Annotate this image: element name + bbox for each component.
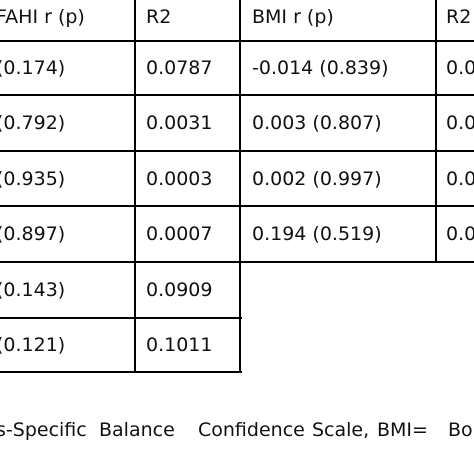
table-cell: 0.0007 — [146, 223, 213, 245]
table-cell: 0.0 — [446, 223, 474, 245]
table-cell: 0.0909 — [146, 279, 213, 301]
table-cell: 0.1011 — [146, 334, 213, 356]
table-rule — [0, 150, 474, 152]
caption-word: Scale, — [312, 419, 370, 441]
table-cell: 0.0787 — [146, 57, 213, 79]
table-cell: (0.935) — [0, 167, 66, 190]
table-rule — [0, 261, 474, 263]
header-cell: R2 — [146, 5, 172, 28]
table-cell: (0.121) — [0, 334, 66, 356]
caption-word: Balance — [99, 419, 175, 441]
table-cell: 0.0031 — [146, 112, 213, 134]
table-cell: 0.0003 — [146, 167, 213, 190]
table-divider — [435, 0, 437, 262]
table-cell: 0.002 (0.997) — [252, 167, 382, 190]
caption-word: s-Specific — [0, 419, 87, 441]
table-cell: (0.897) — [0, 223, 66, 245]
table-caption: s-Specific Balance Confidence Scale, BMI= Bo — [0, 419, 474, 447]
table-rule — [0, 317, 242, 319]
table-divider — [239, 0, 241, 262]
table-cell: (0.792) — [0, 112, 66, 134]
table-rule — [0, 205, 474, 207]
table-divider — [134, 0, 136, 372]
header-cell: FAHI r (p) — [0, 5, 85, 28]
table-cell: 0.194 (0.519) — [252, 223, 382, 245]
table-cell: 0.0 — [446, 57, 474, 79]
table-cell: 0.0 — [446, 112, 474, 134]
caption-word: Bo — [448, 419, 473, 441]
table-rule — [0, 94, 474, 96]
header-cell: BMI r (p) — [252, 5, 334, 28]
table-cell: -0.014 (0.839) — [252, 57, 389, 79]
table-cell: (0.174) — [0, 57, 66, 79]
table-divider — [239, 262, 241, 372]
caption-word: BMI= — [377, 419, 428, 441]
caption-word: Confidence — [198, 419, 305, 441]
header-cell: R2 — [446, 5, 472, 28]
table-rule — [0, 40, 474, 42]
table-cell: (0.143) — [0, 279, 66, 301]
table-cell: 0.003 (0.807) — [252, 112, 382, 134]
table-rule — [0, 371, 242, 373]
table-cell: 0.0 — [446, 167, 474, 190]
